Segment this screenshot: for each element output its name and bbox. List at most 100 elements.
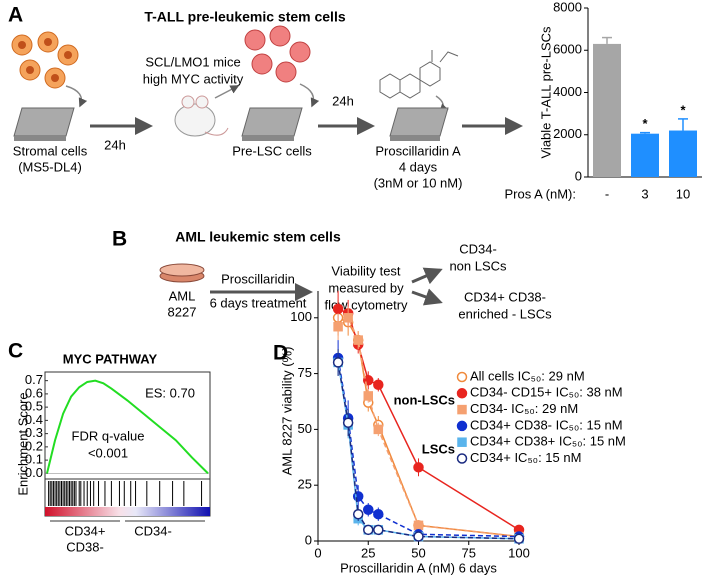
caption: SCL/LMO1 mice (145, 54, 240, 69)
plate-icon (241, 107, 303, 141)
panel-label: A (8, 4, 23, 27)
panel-label: D (273, 342, 288, 365)
y-tick-label: 0.1 (25, 452, 43, 467)
legend-label: CD34+ CD38+ IC₅₀: 15 nM (470, 434, 626, 449)
marker (333, 321, 343, 332)
y-tick-label: 0.5 (25, 399, 43, 414)
legend-marker (456, 371, 468, 383)
legend-marker (456, 388, 468, 399)
y-axis-label: Enrichment Score (15, 392, 30, 495)
bar (631, 133, 659, 177)
marker (352, 508, 364, 520)
caption: high MYC activity (143, 71, 244, 86)
annotation: FDR q-value (72, 428, 145, 443)
marker (373, 424, 384, 435)
legend-label: CD34+ CD38- IC₅₀: 15 nM (470, 417, 623, 432)
y-tick-label: 0.6 (25, 385, 43, 400)
marker (413, 520, 424, 531)
step-label: 24h (104, 137, 126, 152)
legend-marker (456, 420, 468, 432)
y-tick-label: 0.3 (25, 425, 43, 440)
caption: AML (169, 288, 196, 303)
legend-marker (456, 453, 468, 464)
x-tick-label: 3 (641, 186, 648, 201)
y-tick-label: 0.0 (25, 465, 43, 480)
significance: * (680, 102, 686, 117)
legend-label: CD34- CD15+ IC₅₀: 38 nM (470, 385, 623, 400)
x-axis-label: Proscillaridin A (nM) 6 days (340, 560, 497, 575)
panel-label: B (112, 228, 127, 251)
caption: Pre-LSC cells (232, 143, 312, 158)
marker (332, 357, 344, 368)
y-tick-label: 0.2 (25, 438, 43, 453)
x-tick-label: 75 (462, 545, 476, 560)
rank-gradient (45, 507, 210, 516)
legend-label: All cells IC₅₀: 29 nM (470, 368, 585, 383)
caption: (3nM or 10 nM) (374, 175, 463, 190)
y-tick-label: 2000 (553, 126, 582, 141)
caption: measured by (328, 280, 404, 295)
y-tick-label: 0.7 (25, 372, 43, 387)
x-tick-label: 50 (411, 545, 425, 560)
marker (363, 524, 374, 536)
caption: flow cytometry (324, 297, 408, 312)
marker (413, 531, 424, 542)
panel-label: C (8, 340, 23, 363)
marker (513, 533, 525, 545)
caption: 4 days (399, 159, 438, 174)
marker (332, 303, 344, 315)
x-tick-label: 100 (508, 545, 530, 560)
y-tick-label: 100 (290, 309, 312, 324)
x-tick-label: 25 (361, 545, 375, 560)
x-tick-label: 10 (676, 186, 690, 201)
significance: * (642, 116, 648, 131)
legend-marker (457, 404, 467, 415)
caption: 6 days treatment (210, 295, 307, 310)
panel-title: AML leukemic stem cells (175, 229, 341, 245)
y-tick-label: 75 (298, 365, 312, 380)
y-tick-label: 0 (305, 532, 312, 547)
marker (353, 335, 363, 345)
y-tick-label: 0 (575, 168, 582, 183)
marker (373, 379, 384, 390)
caption: (MS5-DL4) (18, 159, 82, 174)
step-label: 24h (332, 93, 354, 108)
mouse-icon (174, 95, 229, 137)
pre-lsc-cells-icon (244, 25, 311, 83)
marker (363, 391, 373, 401)
molecule-icon (379, 50, 459, 99)
group-label: CD38- (66, 539, 104, 554)
annotation: ES: 0.70 (145, 385, 195, 400)
y-axis-label: AML 8227 viability (%) (279, 347, 294, 476)
arrow (299, 83, 320, 108)
panel-title: T-ALL pre-leukemic stem cells (144, 9, 345, 25)
marker (343, 313, 353, 323)
x-tick-label: 0 (314, 545, 321, 560)
legend-label: CD34+ IC₅₀: 15 nM (470, 450, 581, 465)
group-label: CD34- (134, 523, 172, 538)
caption: Stromal cells (13, 143, 88, 158)
caption: Viability test (331, 263, 401, 278)
chart-title: MYC PATHWAY (63, 351, 158, 366)
arrow (65, 85, 88, 108)
legend-marker (457, 437, 467, 447)
bar (593, 43, 621, 177)
caption: CD34+ CD38- (464, 289, 546, 304)
y-axis-label: Viable T-ALL pre-LSCs (538, 26, 553, 158)
bar (669, 130, 697, 177)
arrow (411, 267, 443, 285)
y-tick-label: 4000 (553, 84, 582, 99)
y-tick-label: 6000 (553, 42, 582, 57)
stromal-cells-icon (11, 31, 79, 89)
arrow (411, 288, 443, 306)
y-tick-label: 50 (298, 421, 312, 436)
es-curve (46, 379, 209, 475)
marker (363, 504, 374, 515)
caption: enriched - LSCs (458, 306, 552, 321)
plate-icon (13, 107, 75, 141)
dish-icon (159, 263, 205, 283)
arrow (214, 85, 240, 99)
plate-icon (389, 107, 449, 141)
x-tick-label: - (605, 186, 609, 201)
